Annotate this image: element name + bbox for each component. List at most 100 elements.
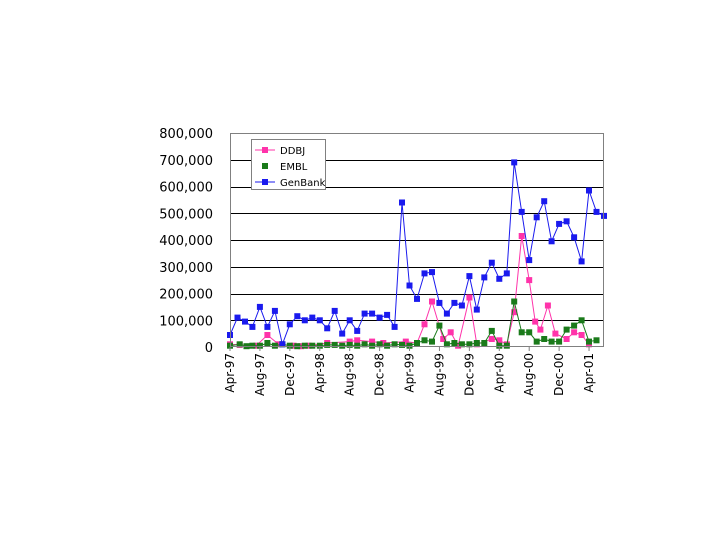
data-point — [324, 341, 331, 348]
data-point — [455, 342, 462, 349]
data-point — [593, 208, 600, 215]
data-point — [309, 314, 316, 321]
data-point — [593, 337, 600, 344]
data-point — [466, 273, 473, 280]
legend-label: GenBank — [280, 178, 326, 189]
y-tick-label: 0 — [205, 341, 213, 356]
data-point — [447, 329, 454, 336]
x-tick-label: Apr-98 — [313, 353, 327, 393]
data-point — [503, 270, 510, 277]
data-point — [440, 336, 447, 342]
data-point — [242, 318, 248, 325]
data-point — [376, 341, 383, 348]
x-tick-label: Dec-97 — [283, 353, 297, 396]
data-point — [361, 310, 368, 317]
data-point — [429, 269, 435, 276]
data-point — [402, 338, 409, 345]
data-point — [473, 340, 480, 346]
legend-label: EMBL — [280, 162, 308, 173]
data-point — [391, 323, 398, 330]
data-point — [458, 341, 465, 348]
data-point — [481, 274, 488, 281]
data-point — [271, 342, 278, 349]
data-point — [275, 341, 282, 348]
data-point — [421, 321, 428, 328]
data-point — [488, 259, 495, 266]
plot-border — [230, 133, 604, 347]
data-point — [518, 208, 525, 215]
legend-entry-embl: EMBL — [262, 162, 308, 173]
data-point — [236, 341, 243, 348]
data-point — [384, 311, 391, 318]
data-point — [443, 341, 450, 348]
data-point — [571, 329, 578, 336]
y-tick-label: 100,000 — [159, 314, 213, 329]
data-point — [556, 338, 563, 345]
data-point — [548, 238, 555, 245]
data-point — [264, 323, 271, 330]
data-point — [331, 307, 338, 314]
data-point — [369, 342, 376, 349]
data-point — [399, 199, 405, 206]
data-point — [563, 218, 570, 225]
data-point — [503, 342, 510, 349]
data-point — [533, 338, 540, 345]
data-point — [429, 338, 435, 345]
data-point — [511, 309, 518, 316]
data-point — [578, 258, 585, 265]
legend-entry-genbank: GenBank — [255, 178, 326, 189]
data-point — [526, 277, 533, 284]
data-point — [578, 332, 585, 338]
data-point — [369, 310, 376, 317]
data-point — [301, 342, 308, 349]
data-point — [458, 302, 465, 309]
data-point — [286, 342, 293, 349]
y-tick-label: 300,000 — [159, 261, 213, 276]
data-point — [369, 338, 376, 345]
data-point — [541, 198, 548, 205]
data-point — [496, 337, 503, 344]
data-point — [586, 187, 592, 194]
y-tick-label: 200,000 — [159, 288, 213, 303]
data-point — [556, 220, 563, 227]
data-point — [316, 317, 323, 324]
data-point — [339, 330, 346, 337]
data-point — [384, 342, 391, 349]
data-point — [526, 329, 533, 336]
data-point — [488, 327, 495, 334]
data-point — [399, 341, 405, 348]
data-point — [391, 341, 398, 348]
data-point — [249, 342, 256, 349]
data-point — [346, 338, 353, 345]
x-tick-label: Aug-00 — [522, 353, 536, 396]
data-point — [256, 342, 263, 349]
data-point — [309, 342, 316, 349]
data-point — [271, 307, 278, 314]
x-tick-label: Apr-00 — [492, 353, 506, 393]
data-point — [537, 326, 544, 333]
x-tick-label: Aug-97 — [253, 353, 267, 396]
y-tick-label: 800,000 — [159, 127, 213, 142]
data-point — [376, 314, 383, 321]
data-point — [286, 321, 293, 328]
data-point — [533, 214, 540, 221]
legend-marker — [262, 163, 268, 169]
data-point — [526, 257, 533, 264]
data-point — [473, 306, 480, 313]
data-point — [578, 317, 585, 324]
data-point — [443, 310, 450, 317]
x-tick-label: Apr-97 — [223, 353, 237, 393]
y-tick-label: 400,000 — [159, 234, 213, 249]
data-point — [406, 282, 413, 289]
data-point — [496, 342, 503, 349]
data-point — [481, 340, 488, 346]
x-tick-label: Apr-99 — [403, 353, 417, 393]
data-point — [571, 322, 578, 329]
data-point — [234, 314, 241, 321]
legend-label: DDBJ — [280, 146, 305, 157]
x-tick-label: Aug-99 — [432, 353, 446, 396]
data-point — [354, 337, 361, 344]
legend-marker — [262, 179, 268, 185]
data-point — [571, 234, 578, 241]
